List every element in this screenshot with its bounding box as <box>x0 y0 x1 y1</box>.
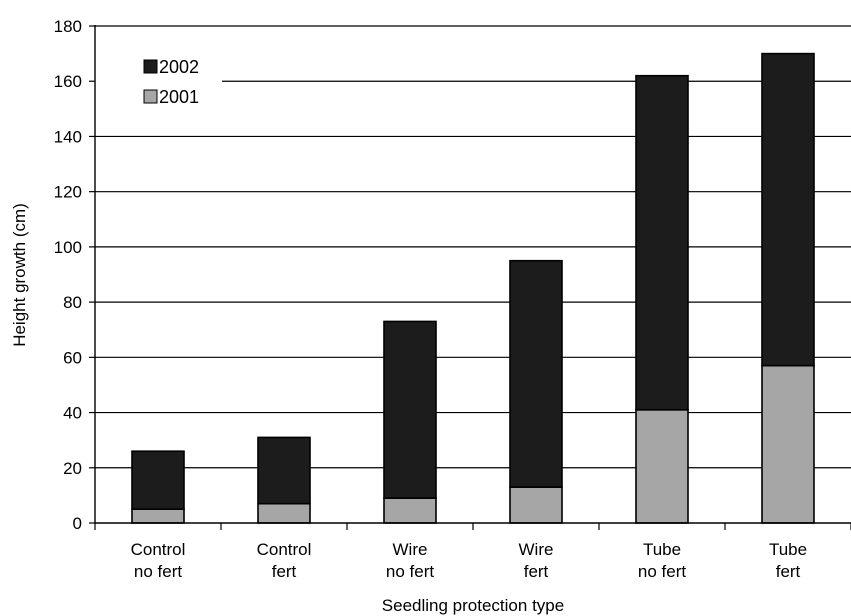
x-tick-label: fert <box>272 562 297 581</box>
bar-2002 <box>761 52 815 367</box>
x-tick-label: no fert <box>638 562 686 581</box>
gridlines <box>95 25 851 469</box>
legend: 2002 2001 <box>140 50 222 112</box>
y-tick-label: 100 <box>54 238 82 257</box>
y-tick-label: 80 <box>63 293 82 312</box>
legend-swatch-2002 <box>143 59 158 74</box>
y-axis-title: Height growth (cm) <box>10 203 29 347</box>
bar-2001 <box>635 408 689 524</box>
legend-label-2002: 2002 <box>159 57 199 77</box>
bar-2001 <box>761 364 815 524</box>
y-tick-label: 120 <box>54 183 82 202</box>
bar-2001 <box>257 502 311 524</box>
tick-labels: 0 20 40 60 80 100 120 140 160 180 Control no fert Co… <box>54 17 807 581</box>
bar-2002 <box>131 450 185 510</box>
bar-2001 <box>131 508 185 524</box>
bar-2002 <box>635 74 689 411</box>
y-tick-label: 40 <box>63 404 82 423</box>
x-tick-label: Control <box>131 540 186 559</box>
y-tick-label: 0 <box>73 514 82 533</box>
x-tick-label: Tube <box>769 540 807 559</box>
y-tick-label: 140 <box>54 127 82 146</box>
bar-2001 <box>383 497 437 524</box>
axes <box>89 25 851 530</box>
y-tick-label: 160 <box>54 72 82 91</box>
bar-2002 <box>257 436 311 505</box>
x-tick-label: Tube <box>643 540 681 559</box>
y-tick-label: 180 <box>54 17 82 36</box>
x-axis-title: Seedling protection type <box>382 596 564 615</box>
bar-2002 <box>383 320 437 499</box>
x-tick-label: fert <box>776 562 801 581</box>
bar-2002 <box>509 259 563 488</box>
y-tick-label: 20 <box>63 459 82 478</box>
x-tick-label: no fert <box>134 562 182 581</box>
legend-label-2001: 2001 <box>159 87 199 107</box>
legend-swatch-2001 <box>143 89 158 104</box>
bar-2001 <box>509 486 563 524</box>
x-tick-label: Wire <box>519 540 554 559</box>
y-tick-label: 60 <box>63 348 82 367</box>
x-tick-label: Control <box>257 540 312 559</box>
bars <box>131 52 815 524</box>
x-tick-label: fert <box>524 562 549 581</box>
x-tick-label: Wire <box>393 540 428 559</box>
x-tick-label: no fert <box>386 562 434 581</box>
